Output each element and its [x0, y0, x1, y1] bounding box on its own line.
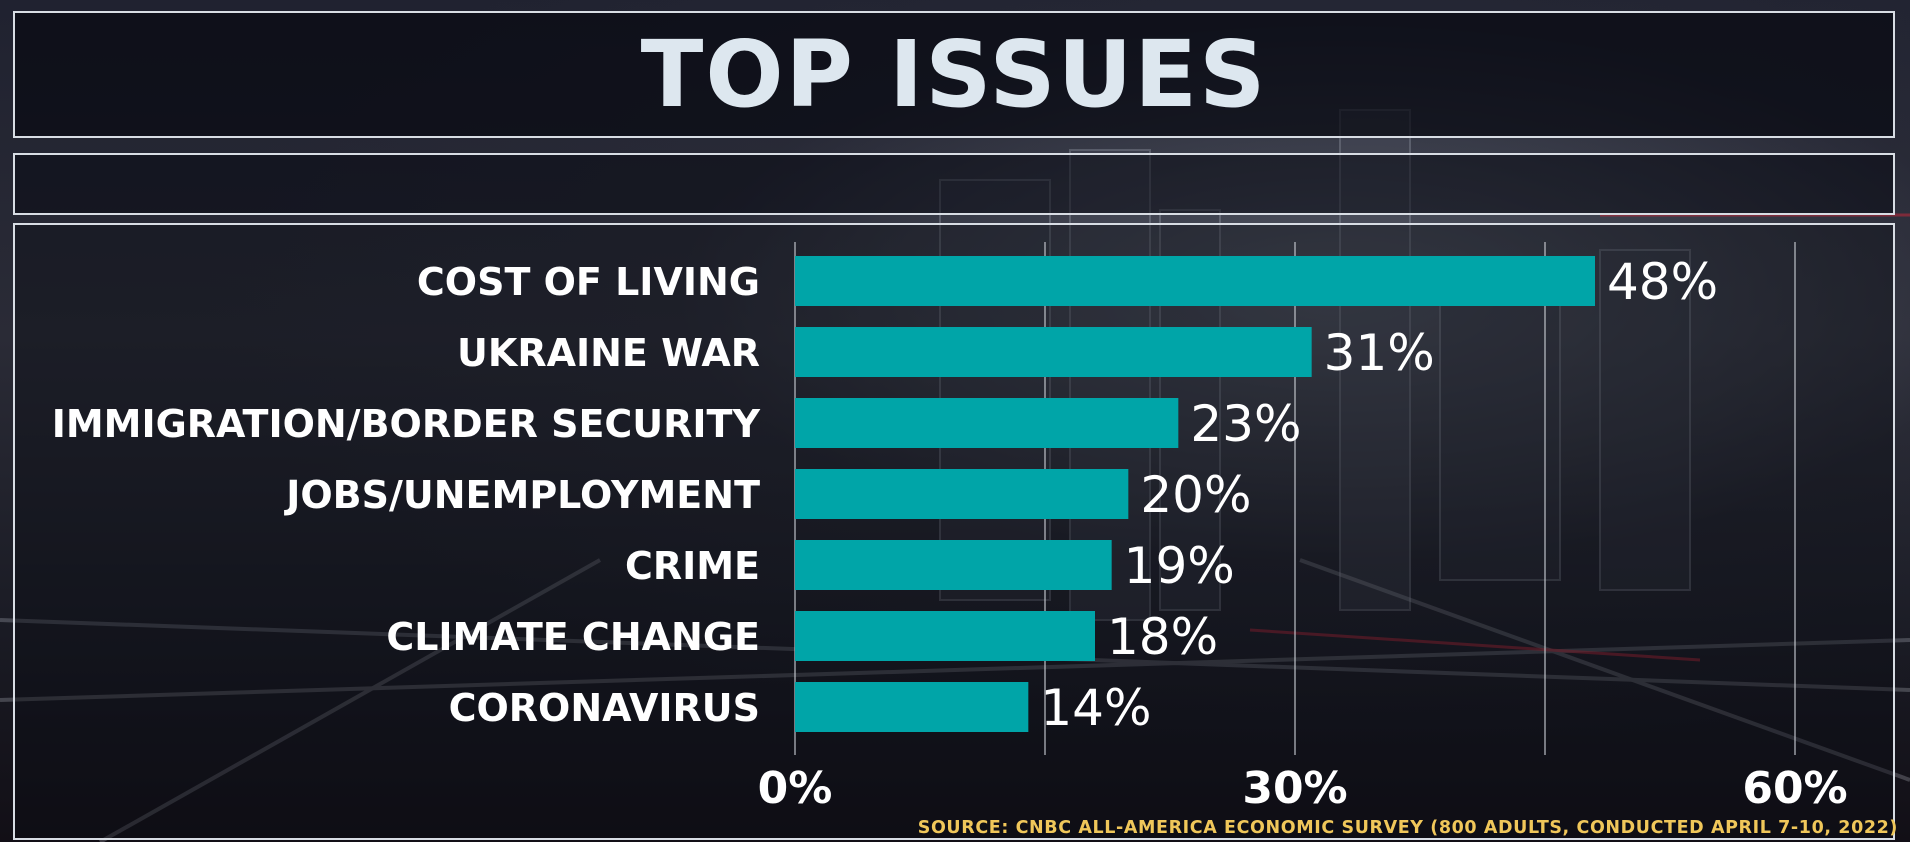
category-label: JOBS/UNEMPLOYMENT: [283, 473, 760, 517]
bar: [795, 256, 1595, 306]
category-label: CRIME: [625, 544, 760, 588]
x-tick-label: 30%: [1242, 763, 1347, 814]
value-label: 18%: [1107, 608, 1218, 666]
bar: [795, 540, 1112, 590]
value-label: 20%: [1140, 466, 1251, 524]
page-title: TOP ISSUES: [640, 21, 1268, 128]
bar: [795, 611, 1095, 661]
bar: [795, 398, 1179, 448]
category-label: UKRAINE WAR: [457, 331, 760, 375]
value-label: 19%: [1124, 537, 1235, 595]
value-label: 31%: [1324, 324, 1435, 382]
category-label: CLIMATE CHANGE: [386, 615, 760, 659]
value-label: 23%: [1190, 395, 1301, 453]
category-label: IMMIGRATION/BORDER SECURITY: [52, 402, 761, 446]
value-label: 14%: [1040, 679, 1151, 737]
bar: [795, 327, 1312, 377]
x-tick-label: 60%: [1742, 763, 1847, 814]
bar: [795, 469, 1129, 519]
source-note: SOURCE: CNBC ALL-AMERICA ECONOMIC SURVEY…: [917, 818, 1898, 838]
chart-panel: [13, 223, 1895, 840]
title-banner: TOP ISSUES: [13, 11, 1895, 138]
category-label: COST OF LIVING: [417, 260, 760, 304]
bar: [795, 682, 1029, 732]
subtitle-banner: [13, 153, 1895, 215]
value-label: 48%: [1607, 253, 1718, 311]
x-tick-label: 0%: [758, 763, 833, 814]
category-label: CORONAVIRUS: [449, 686, 760, 730]
